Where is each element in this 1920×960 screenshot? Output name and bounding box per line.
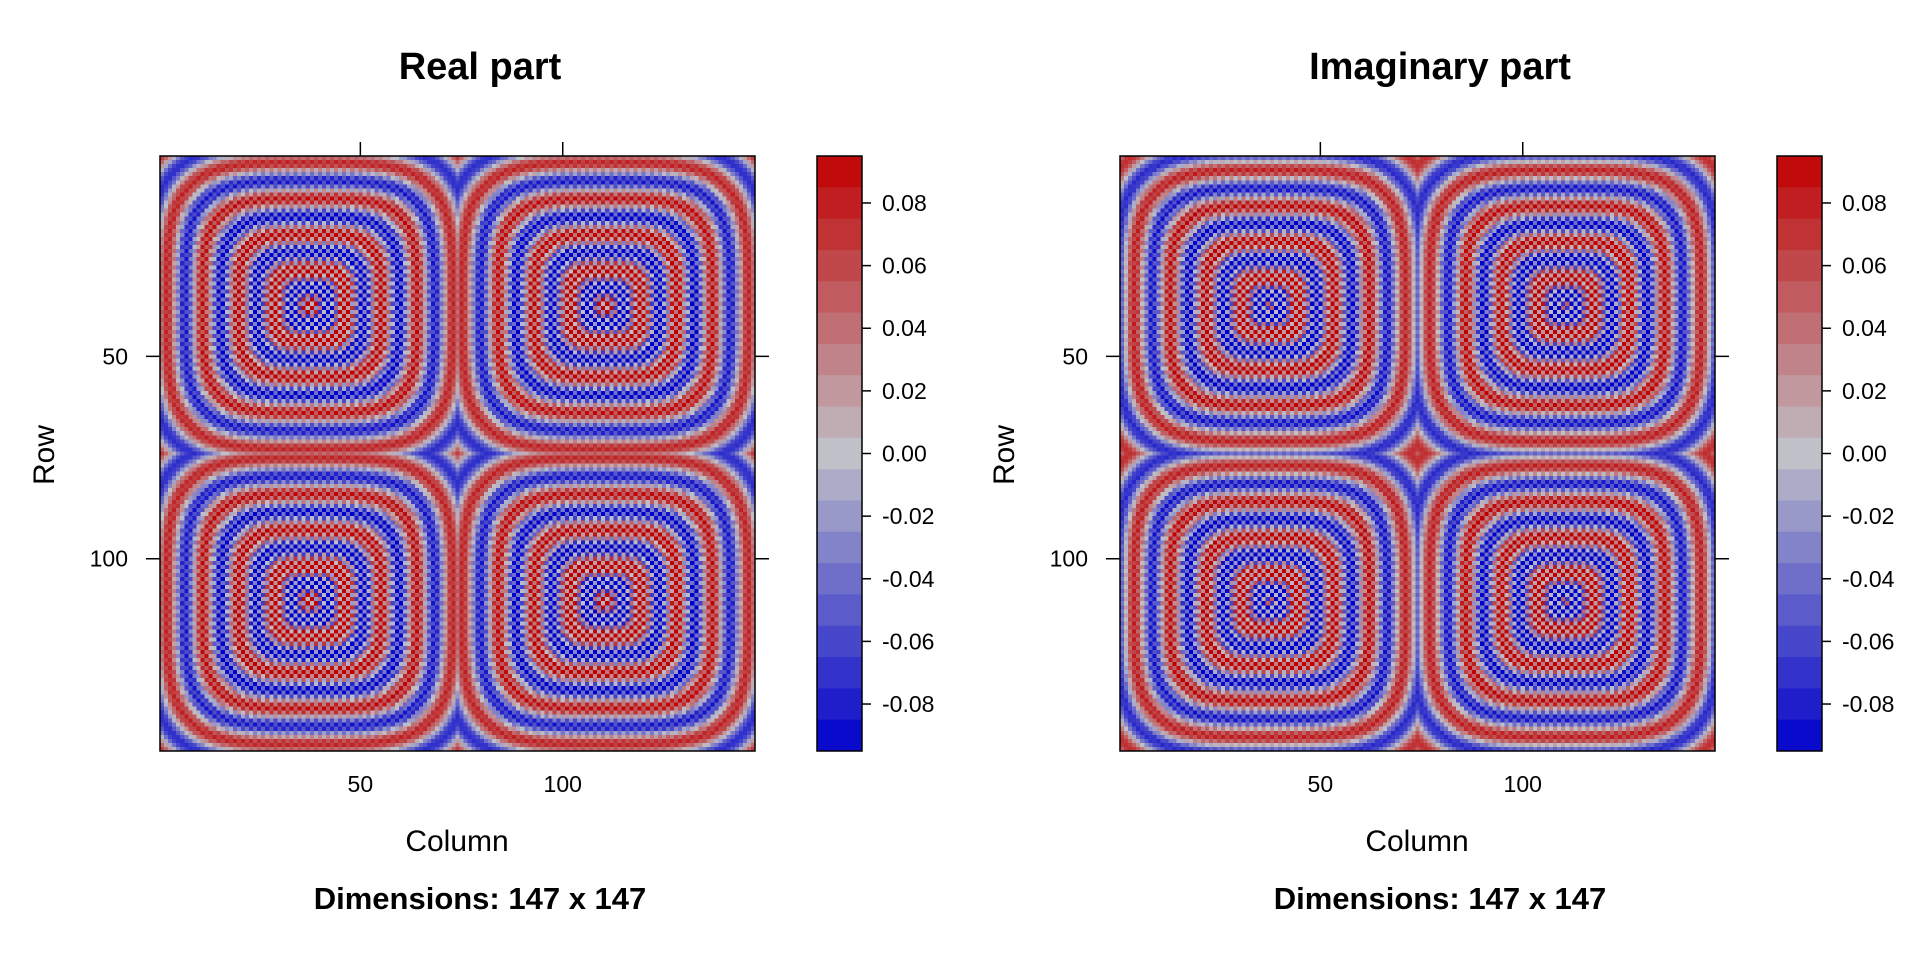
colorbar-swatch bbox=[1777, 281, 1822, 314]
colorbar-swatch bbox=[1777, 469, 1822, 501]
x-tick-label: 100 bbox=[1504, 771, 1542, 797]
colorbar-swatch bbox=[1777, 531, 1822, 564]
colorbar-tick-label: -0.06 bbox=[882, 628, 934, 654]
colorbar-tick-label: 0.00 bbox=[882, 441, 927, 467]
heatmap-cells bbox=[1120, 156, 1715, 751]
colorbar-tick-label: -0.02 bbox=[1842, 503, 1894, 529]
colorbar-swatch bbox=[817, 594, 862, 627]
colorbar-tick-label: 0.08 bbox=[882, 190, 927, 216]
x-tick-label: 50 bbox=[348, 771, 374, 797]
colorbar-swatch bbox=[1777, 249, 1822, 282]
colorbar-swatch bbox=[817, 657, 862, 689]
colorbar-tick-label: 0.04 bbox=[1842, 315, 1887, 341]
x-tick-label: 100 bbox=[544, 771, 582, 797]
colorbar-tick-label: 0.06 bbox=[882, 253, 927, 279]
x-tick-label: 50 bbox=[1308, 771, 1334, 797]
colorbar-tick-label: -0.08 bbox=[1842, 691, 1894, 717]
y-tick-label: 50 bbox=[102, 343, 128, 369]
colorbar-swatch bbox=[1777, 437, 1822, 470]
y-tick-label: 100 bbox=[1050, 546, 1088, 572]
y-axis-label: Row bbox=[988, 425, 1021, 486]
colorbar-swatch bbox=[1777, 657, 1822, 689]
heatmap-plot: 50 100 50 100 0.08 0.06 0.04 0.02 0.00 -0.02 -0.04… bbox=[1050, 142, 1895, 797]
colorbar-swatch bbox=[817, 531, 862, 564]
colorbar-swatch bbox=[817, 437, 862, 470]
chart-title: Real part bbox=[398, 46, 562, 88]
colorbar-tick-label: 0.00 bbox=[1842, 441, 1887, 467]
dimensions-caption: Dimensions: 147 x 147 bbox=[313, 881, 647, 916]
colorbar-swatch bbox=[1777, 719, 1822, 752]
y-tick-label: 50 bbox=[1062, 343, 1088, 369]
colorbar-swatch bbox=[817, 688, 862, 721]
colorbar-tick-label: -0.02 bbox=[882, 503, 934, 529]
colorbar-tick-label: 0.02 bbox=[882, 378, 927, 404]
colorbar-swatch bbox=[1777, 343, 1822, 376]
y-tick-label: 100 bbox=[90, 546, 128, 572]
chart-panel-imaginary: Imaginary part 50 100 50 100 0.08 0.06 0.04 0.0… bbox=[960, 0, 1920, 960]
colorbar-swatch bbox=[1777, 218, 1822, 251]
colorbar-tick-label: 0.08 bbox=[1842, 190, 1887, 216]
colorbar-swatch bbox=[1777, 594, 1822, 627]
colorbar-tick-label: -0.04 bbox=[1842, 566, 1895, 592]
colorbar-tick-label: -0.04 bbox=[882, 566, 935, 592]
heatmap-cells bbox=[160, 156, 755, 751]
heatmap-plot: 50 100 50 100 0.08 0.06 0.04 0.02 0.00 -0.02 -0.04… bbox=[90, 142, 935, 797]
colorbar-swatch bbox=[817, 563, 862, 595]
colorbar-tick-label: 0.04 bbox=[882, 315, 927, 341]
colorbar-swatch bbox=[1777, 688, 1822, 721]
colorbar-swatch bbox=[817, 249, 862, 282]
colorbar-swatch bbox=[817, 500, 862, 533]
x-axis-label: Column bbox=[1365, 825, 1469, 858]
colorbar-swatch bbox=[1777, 625, 1822, 658]
colorbar-tick-label: 0.02 bbox=[1842, 378, 1887, 404]
colorbar-swatch bbox=[1777, 187, 1822, 220]
colorbar-swatch bbox=[1777, 312, 1822, 345]
colorbar-swatch bbox=[817, 719, 862, 752]
colorbar-swatch bbox=[817, 281, 862, 314]
colorbar-tick-label: -0.06 bbox=[1842, 628, 1894, 654]
colorbar-swatch bbox=[817, 343, 862, 376]
plot-border bbox=[1119, 155, 1716, 752]
colorbar-swatch bbox=[817, 625, 862, 658]
colorbar-swatch bbox=[1777, 406, 1822, 439]
y-axis-label: Row bbox=[28, 425, 61, 486]
colorbar-swatch bbox=[817, 375, 862, 408]
colorbar-swatch bbox=[1777, 375, 1822, 408]
colorbar-tick-label: 0.06 bbox=[1842, 253, 1887, 279]
colorbar-swatch bbox=[817, 312, 862, 345]
chart-title: Imaginary part bbox=[1309, 46, 1571, 88]
colorbar-swatch bbox=[817, 406, 862, 439]
colorbar-swatch bbox=[1777, 500, 1822, 533]
colorbar-swatch bbox=[817, 469, 862, 501]
colorbar-swatch bbox=[1777, 563, 1822, 595]
plot-border bbox=[159, 155, 756, 752]
colorbar-tick-label: -0.08 bbox=[882, 691, 934, 717]
colorbar-swatch bbox=[817, 218, 862, 251]
x-axis-label: Column bbox=[405, 825, 509, 858]
dimensions-caption: Dimensions: 147 x 147 bbox=[1273, 881, 1607, 916]
colorbar-swatch bbox=[1777, 156, 1822, 188]
chart-panel-real: Real part 50 100 50 100 0.08 0.06 0.04 0.02 0.00… bbox=[28, 46, 935, 916]
colorbar-swatch bbox=[817, 187, 862, 220]
colorbar-swatch bbox=[817, 156, 862, 188]
